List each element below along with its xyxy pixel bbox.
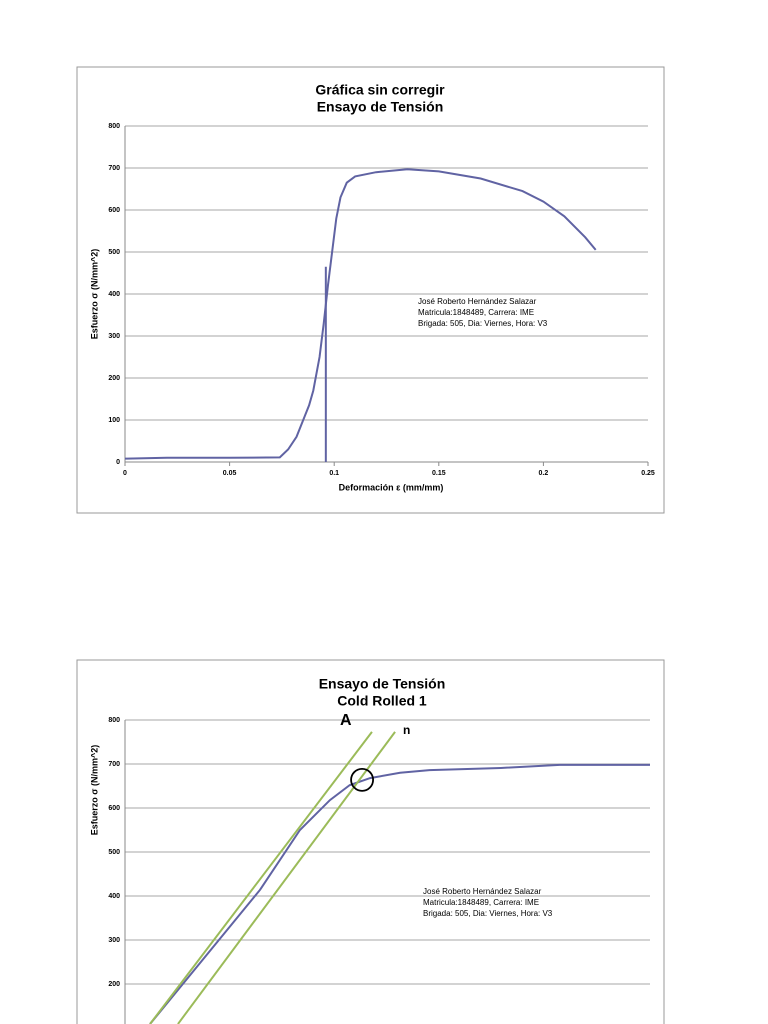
annotation: Matricula:1848489, Carrera: IME xyxy=(423,898,539,907)
y-tick-label: 100 xyxy=(108,417,120,424)
y-tick-label: 800 xyxy=(108,717,120,724)
y-tick-label: 0 xyxy=(116,459,120,466)
x-tick-label: 0.15 xyxy=(432,470,446,477)
annotation: Brigada: 505, Dia: Viernes, Hora: V3 xyxy=(418,319,548,328)
x-axis-label: Deformación ε (mm/mm) xyxy=(339,482,444,492)
y-tick-label: 500 xyxy=(108,849,120,856)
y-tick-label: 200 xyxy=(108,375,120,382)
x-tick-label: 0.2 xyxy=(539,470,549,477)
chart-title: Ensayo de Tensión xyxy=(319,676,446,692)
y-tick-label: 400 xyxy=(108,893,120,900)
y-tick-label: 200 xyxy=(108,981,120,988)
y-tick-label: 700 xyxy=(108,761,120,768)
marker-circle xyxy=(350,767,374,792)
line-label: A xyxy=(340,712,352,729)
annotation: José Roberto Hernández Salazar xyxy=(418,297,537,306)
y-tick-label: 500 xyxy=(108,249,120,256)
y-tick-label: 300 xyxy=(108,937,120,944)
chart-subtitle: Ensayo de Tensión xyxy=(317,99,444,115)
y-tick-label: 700 xyxy=(108,165,120,172)
x-tick-label: 0.1 xyxy=(329,470,339,477)
annotation: José Roberto Hernández Salazar xyxy=(423,887,542,896)
y-tick-label: 400 xyxy=(108,291,120,298)
x-tick-label: 0.25 xyxy=(641,470,655,477)
y-tick-label: 600 xyxy=(108,207,120,214)
line xyxy=(124,168,597,460)
y-tick-label: 800 xyxy=(108,123,120,130)
y-tick-label: 300 xyxy=(108,333,120,340)
chart-subtitle: Cold Rolled 1 xyxy=(337,693,427,709)
x-tick-label: 0.05 xyxy=(223,470,237,477)
y-axis-label: Esfuerzo σ (N/mm^2) xyxy=(89,745,99,835)
line-label: n xyxy=(403,723,410,737)
chart-frame xyxy=(76,66,665,514)
y-tick-label: 600 xyxy=(108,805,120,812)
line xyxy=(177,731,396,1024)
annotation: Matricula:1848489, Carrera: IME xyxy=(418,308,534,317)
chart-frame xyxy=(76,659,665,1024)
line xyxy=(149,763,650,1024)
x-tick-label: 0 xyxy=(123,470,127,477)
y-axis-label: Esfuerzo σ (N/mm^2) xyxy=(89,249,99,339)
line xyxy=(149,731,373,1024)
annotation: Brigada: 505, Dia: Viernes, Hora: V3 xyxy=(423,909,553,918)
chart-title: Gráfica sin corregir xyxy=(315,82,445,98)
